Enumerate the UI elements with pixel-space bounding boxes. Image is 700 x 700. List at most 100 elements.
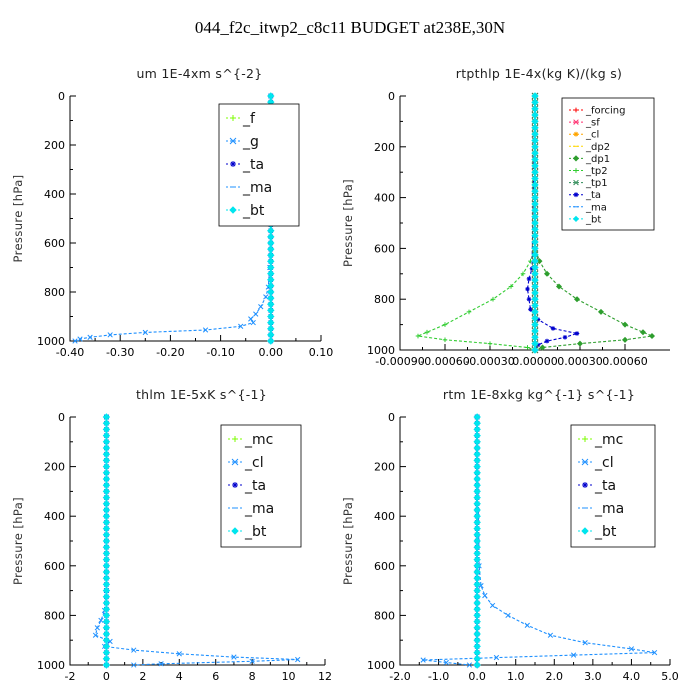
legend-label: _ta: [244, 478, 266, 494]
data-point: [555, 283, 563, 290]
panel-title: rtm 1E-8xkg kg^{-1} s^{-1}: [443, 387, 635, 402]
x-tick-label: 1.0: [507, 670, 525, 683]
series-tp2: [415, 93, 538, 353]
data-point: [107, 332, 113, 338]
x-tick-label: -0.00060: [420, 355, 469, 368]
data-point: [543, 270, 551, 277]
legend-label: _dp1: [585, 154, 610, 165]
data-point: [529, 266, 535, 272]
x-tick-label: -0.40: [56, 346, 84, 359]
x-tick-label: 0.00000: [512, 355, 558, 368]
data-point: [249, 658, 255, 664]
data-point: [443, 659, 449, 666]
legend-label: _bt: [585, 214, 601, 225]
panel-title: um 1E-4xm s^{-2}: [136, 66, 262, 81]
x-tick-label: 2: [139, 670, 146, 683]
y-tick-label: 0: [388, 411, 395, 424]
y-tick-label: 400: [374, 192, 395, 205]
data-point: [72, 338, 78, 344]
legend: _mc _cl _ta _ma _bt: [570, 424, 656, 548]
data-point: [102, 661, 111, 669]
x-tick-label: 8: [249, 670, 256, 683]
data-point: [238, 323, 244, 329]
data-point: [176, 651, 182, 657]
data-point: [466, 662, 473, 668]
data-point: [639, 329, 647, 336]
y-tick-label: 1000: [37, 335, 65, 348]
panel-4: rtm 1E-8xkg kg^{-1} s^{-1} Pressure [hPa]…: [341, 387, 679, 683]
x-tick-label: 0.00060: [602, 355, 648, 368]
legend-label: _ma: [242, 180, 272, 196]
legend-marker: [230, 115, 236, 121]
legend-label: _mc: [594, 432, 623, 448]
data-point: [94, 625, 100, 631]
legend-marker: [573, 192, 579, 198]
legend-label: _dp2: [585, 142, 610, 153]
data-point: [570, 652, 577, 658]
series-bt: [531, 92, 539, 354]
y-axis-label: Pressure [hPa]: [11, 174, 25, 262]
legend: _f _g _ta _ma _bt: [218, 103, 300, 227]
data-point: [248, 316, 254, 322]
data-point: [250, 319, 256, 326]
x-tick-label: 6: [212, 670, 219, 683]
data-point: [573, 296, 581, 303]
legend-marker: [232, 436, 238, 442]
y-tick-label: 800: [374, 609, 395, 622]
x-tick-label: 4: [176, 670, 183, 683]
legend-marker: [573, 168, 579, 173]
legend-label: _ta: [242, 157, 264, 173]
y-tick-label: 200: [374, 461, 395, 474]
data-point: [490, 296, 496, 302]
data-point: [576, 340, 584, 347]
legend-label: _ta: [594, 478, 616, 494]
x-tick-label: -1.0: [428, 670, 449, 683]
series-bt: [473, 413, 481, 669]
panel-title: thlm 1E-5xK s^{-1}: [136, 387, 267, 402]
data-point: [524, 622, 530, 628]
panel-3: thlm 1E-5xK s^{-1} Pressure [hPa] 0 200 400 6…: [11, 387, 332, 683]
legend-marker: [573, 131, 579, 137]
data-point: [258, 304, 264, 310]
data-point: [628, 646, 635, 652]
legend-marker: [573, 107, 579, 113]
data-point: [547, 632, 554, 638]
data-point: [473, 661, 481, 669]
x-tick-label: 0.0: [468, 670, 486, 683]
legend-box: [570, 424, 656, 548]
legend-marker: [229, 137, 237, 145]
x-tick-label: 12: [318, 670, 332, 683]
data-point: [158, 661, 164, 667]
y-tick-label: 800: [44, 286, 65, 299]
x-tick-label: 10: [282, 670, 296, 683]
legend-marker: [582, 436, 588, 442]
legend-box: [561, 97, 655, 231]
data-point: [562, 335, 568, 340]
legend: _mc _cl _ta _ma _bt: [220, 424, 302, 548]
data-point: [597, 308, 605, 315]
data-point: [536, 258, 543, 265]
data-point: [648, 333, 656, 340]
y-tick-label: 1000: [367, 659, 395, 672]
series-line: [94, 417, 298, 666]
x-tick-label: 0.10: [309, 346, 334, 359]
y-axis-label: Pressure [hPa]: [341, 497, 355, 585]
legend-marker: [573, 119, 579, 125]
data-point: [550, 326, 556, 331]
data-point: [525, 286, 530, 292]
x-tick-label: -0.10: [206, 346, 234, 359]
data-point: [415, 333, 421, 339]
y-tick-label: 600: [44, 237, 65, 250]
x-tick-label: -0.30: [106, 346, 134, 359]
data-point: [621, 321, 629, 328]
legend-marker: [573, 179, 579, 186]
legend-marker: [581, 527, 589, 535]
y-tick-label: 800: [374, 293, 395, 306]
data-point: [98, 617, 104, 624]
legend-label: _cl: [594, 455, 614, 471]
y-tick-label: 400: [44, 188, 65, 201]
data-point: [528, 307, 533, 312]
legend-marker: [572, 215, 580, 223]
x-tick-label: 0: [103, 670, 110, 683]
y-tick-label: 400: [374, 510, 395, 523]
